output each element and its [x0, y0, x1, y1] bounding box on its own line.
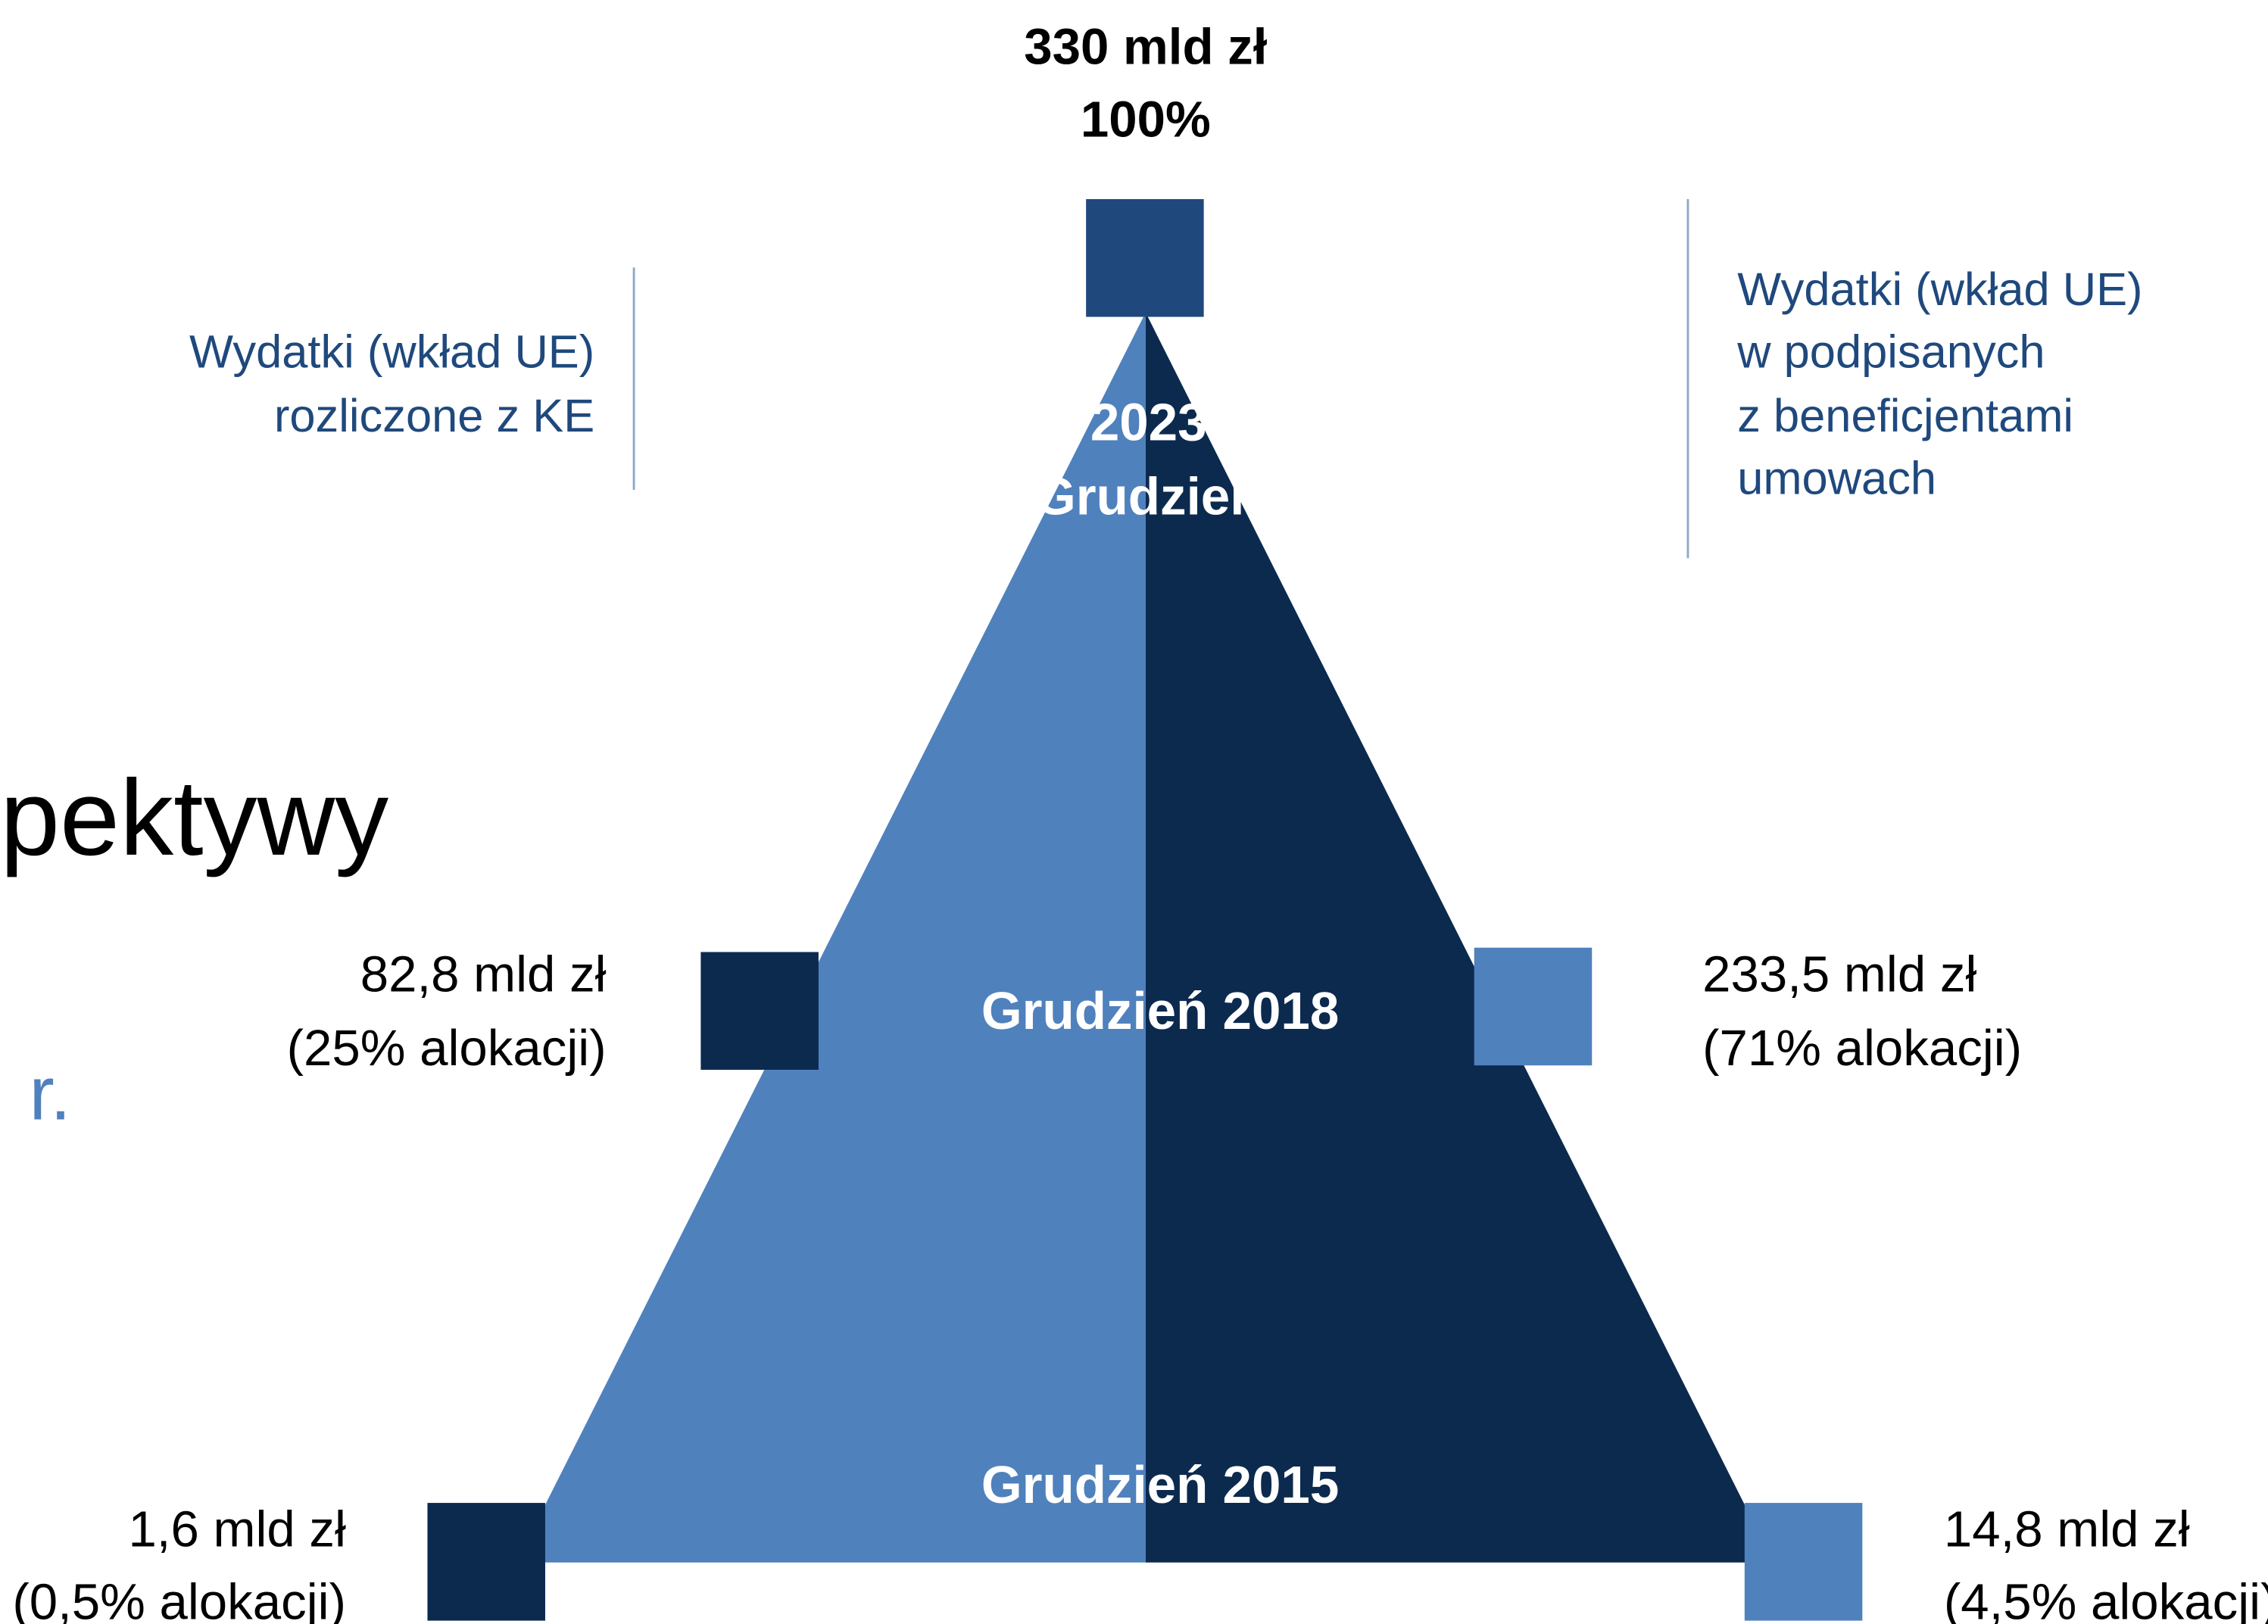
- legend-left: rozliczone z KE: [274, 390, 594, 442]
- background-subtitle: r.: [29, 1052, 70, 1136]
- value-share: (4,5% alokacji): [1944, 1574, 2268, 1624]
- value-share: (25% alokacji): [287, 1020, 607, 1077]
- value-amount: 14,8 mld zł: [1944, 1501, 2190, 1558]
- marker-right: [1744, 1503, 1863, 1621]
- marker-left: [700, 952, 819, 1070]
- value-share: (0,5% alokacji): [12, 1574, 346, 1624]
- legend-right: z beneficjentami: [1737, 390, 2073, 442]
- marker-left: [427, 1503, 545, 1621]
- level-label: 2023: [1090, 393, 1207, 452]
- value-amount: 82,8 mld zł: [360, 946, 607, 1002]
- level-label: Grudzień: [1035, 467, 1262, 526]
- level-label: Grudzień 2015: [981, 1455, 1339, 1514]
- legend-right: Wydatki (wkład UE): [1737, 263, 2142, 316]
- value-share: (71% alokacji): [1702, 1020, 2022, 1077]
- top-square: [1086, 199, 1204, 317]
- legend-right: w podpisanych: [1736, 326, 2045, 379]
- marker-right: [1474, 947, 1593, 1066]
- top-share: 100%: [1081, 91, 1211, 148]
- level-label: Grudzień 2018: [981, 981, 1339, 1040]
- value-amount: 1,6 mld zł: [128, 1501, 346, 1558]
- legend-right: umowach: [1737, 453, 1936, 505]
- value-amount: 233,5 mld zł: [1702, 946, 1976, 1002]
- top-amount: 330 mld zł: [1024, 18, 1267, 75]
- legend-left: Wydatki (wkład UE): [189, 326, 594, 379]
- background-title: pektywy: [0, 758, 388, 878]
